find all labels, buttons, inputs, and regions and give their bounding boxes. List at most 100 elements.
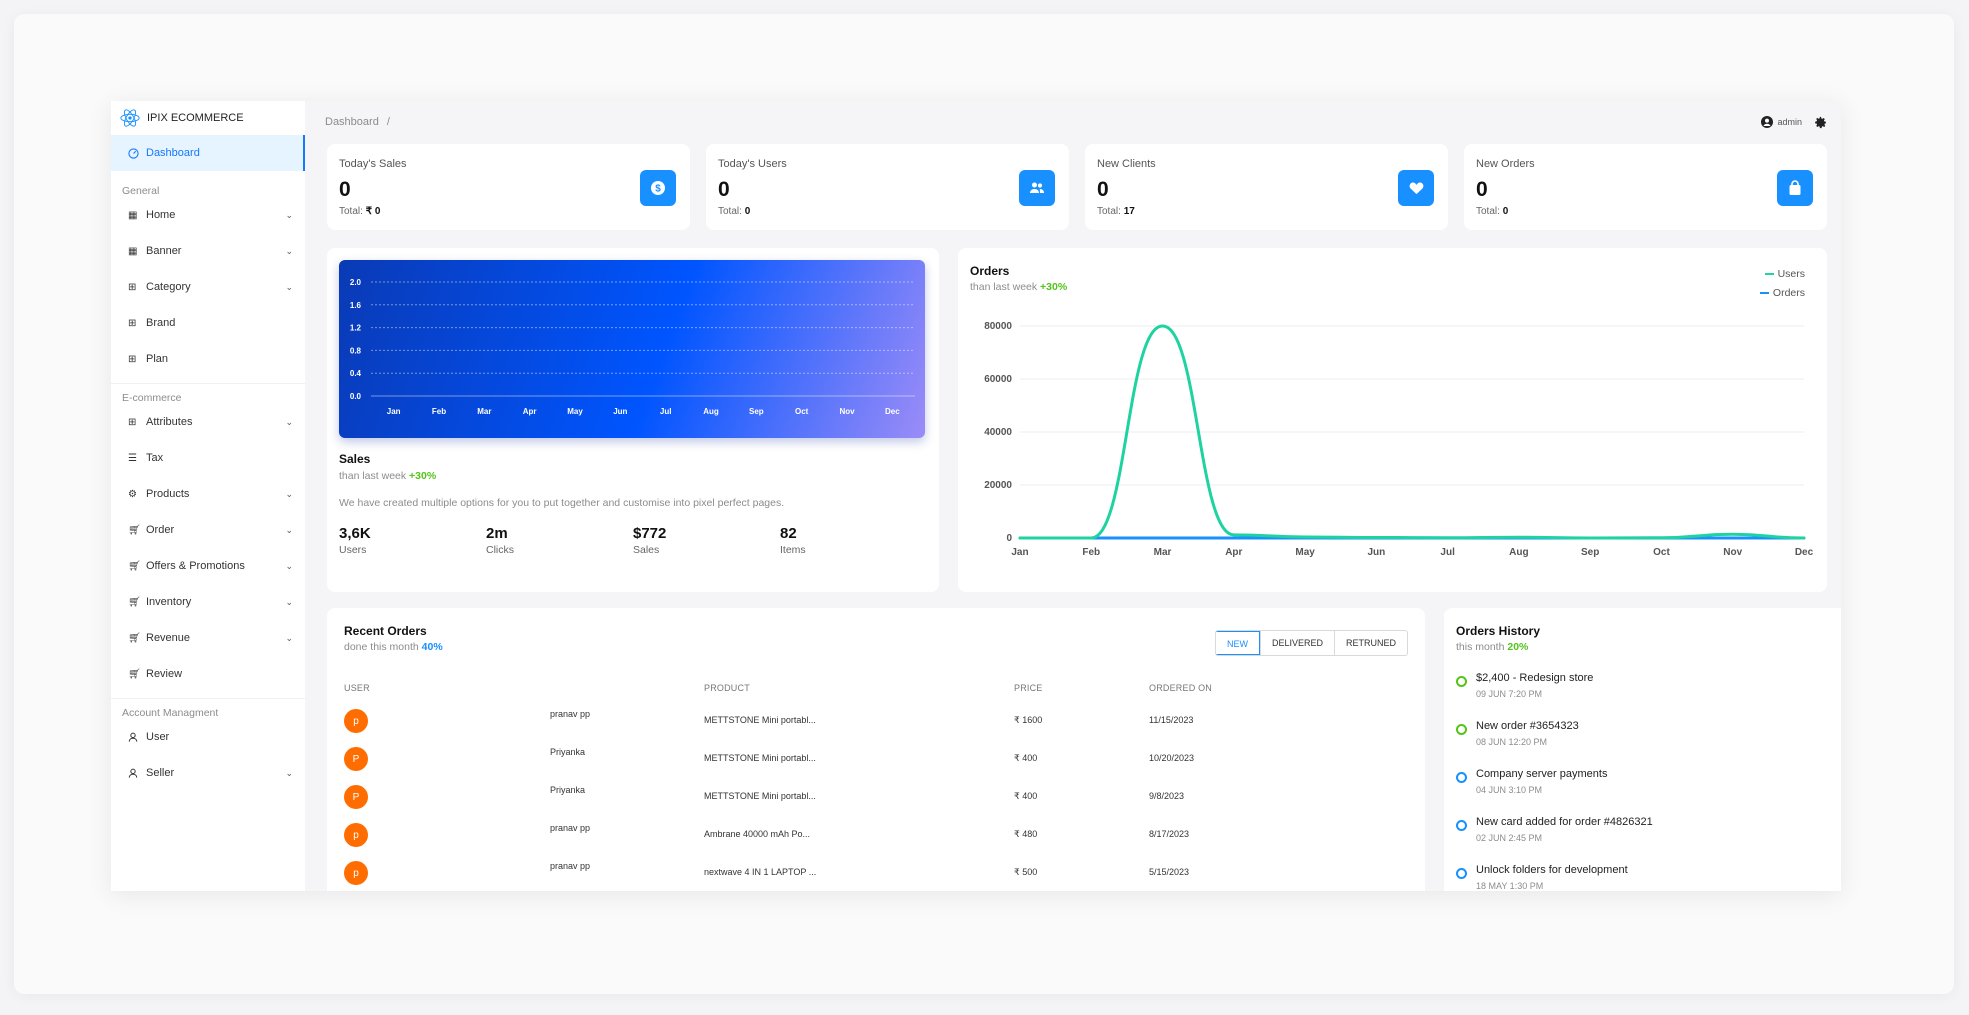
table-row[interactable]: p pranav pp nextwave 4 IN 1 LAPTOP ... ₹…	[327, 855, 1425, 891]
column-header-price[interactable]: PRICE	[1014, 683, 1043, 693]
status-dot-icon	[1456, 820, 1467, 831]
x-tick-label: Jul	[1440, 547, 1455, 558]
cell-product: METTSTONE Mini portabl...	[704, 753, 816, 763]
sidebar-item-revenue[interactable]: 🛒︎ Revenue ⌄	[111, 620, 305, 656]
y-tick-label: 20000	[984, 480, 1012, 491]
sidebar-item-tax[interactable]: ☰ Tax	[111, 440, 305, 476]
recent-orders-title: Recent Orders	[344, 624, 427, 638]
stat-label: Today's Sales	[339, 158, 407, 170]
sidebar-item-dashboard[interactable]: Dashboard	[111, 135, 305, 171]
gear-icon[interactable]	[1814, 116, 1827, 129]
metric-label: Items	[780, 544, 806, 556]
column-header-ordered-on[interactable]: ORDERED ON	[1149, 683, 1213, 693]
sales-subtitle: than last week +30%	[339, 470, 437, 482]
series-line-users	[1018, 324, 1806, 540]
cart-icon: 🛒︎	[128, 596, 141, 608]
sidebar-item-label: Attributes	[146, 416, 193, 428]
sidebar-item-label: Brand	[146, 317, 176, 329]
tab-new[interactable]: NEW	[1215, 631, 1260, 655]
avatar: p	[344, 861, 368, 885]
sidebar-item-home[interactable]: ▦ Home ⌄	[111, 197, 305, 233]
y-tick-label: 80000	[984, 321, 1012, 332]
y-tick-label: 2.0	[350, 278, 362, 287]
sidebar-item-inventory[interactable]: 🛒︎ Inventory ⌄	[111, 584, 305, 620]
tab-returned[interactable]: RETRUNED	[1333, 631, 1407, 655]
sidebar-item-order[interactable]: 🛒︎ Order ⌄	[111, 512, 305, 548]
cell-price: ₹ 400	[1014, 753, 1038, 763]
breadcrumb-item-dashboard[interactable]: Dashboard	[325, 116, 379, 128]
breadcrumb: Dashboard /	[325, 116, 390, 128]
orders-chart-title: Orders	[970, 264, 1010, 278]
timeline-title: New card added for order #4826321	[1476, 816, 1653, 828]
cell-price: ₹ 500	[1014, 867, 1038, 877]
sidebar-item-label: Tax	[146, 452, 164, 464]
header-actions: admin	[1761, 116, 1827, 129]
chevron-down-icon: ⌄	[285, 560, 293, 571]
column-header-product[interactable]: PRODUCT	[704, 683, 750, 693]
stat-label: New Orders	[1476, 158, 1535, 170]
x-tick-label: Nov	[1723, 547, 1742, 558]
cell-date: 10/20/2023	[1149, 753, 1195, 763]
sidebar-item-attributes[interactable]: ⊞ Attributes ⌄	[111, 404, 305, 440]
stat-total: Total: 17	[1097, 206, 1135, 217]
legend-item-orders[interactable]: Orders	[1759, 283, 1805, 302]
table-row[interactable]: p pranav pp Ambrane 40000 mAh Po... ₹ 48…	[327, 817, 1425, 855]
sidebar-item-label: Review	[146, 668, 183, 680]
line-chart-canvas: 80000 60000 40000 20000 0 Jan Feb Mar Apr May Jun J…	[984, 321, 1813, 558]
x-tick-label: Nov	[839, 407, 855, 416]
timeline-item: New card added for order #4826321 02 JUN…	[1456, 816, 1841, 860]
sidebar-item-offers[interactable]: 🛒︎ Offers & Promotions ⌄	[111, 548, 305, 584]
sidebar-item-review[interactable]: 🛒︎ Review	[111, 656, 305, 692]
sidebar-item-category[interactable]: ⊞ Category ⌄	[111, 269, 305, 305]
settings-icon: ⚙	[128, 488, 137, 500]
timeline-date: 04 JUN 3:10 PM	[1476, 785, 1543, 795]
sidebar-item-products[interactable]: ⚙ Products ⌄	[111, 476, 305, 512]
timeline-date: 09 JUN 7:20 PM	[1476, 689, 1543, 699]
cart-icon: 🛒︎	[128, 668, 141, 680]
y-tick-label: 0.8	[350, 346, 362, 355]
brand[interactable]: IPIX ECOMMERCE	[111, 101, 305, 135]
stat-total: Total: 0	[1476, 206, 1509, 217]
cell-product: nextwave 4 IN 1 LAPTOP ...	[704, 867, 817, 877]
legend-item-users[interactable]: Users	[1760, 264, 1805, 283]
list-icon: ☰	[128, 452, 137, 464]
cart-icon: 🛒︎	[128, 560, 141, 572]
y-tick-label: 60000	[984, 374, 1012, 385]
cell-date: 8/17/2023	[1149, 829, 1190, 839]
timeline-date: 18 MAY 1:30 PM	[1476, 881, 1544, 891]
sidebar-item-plan[interactable]: ⊞ Plan	[111, 341, 305, 377]
sidebar-item-label: Home	[146, 209, 176, 221]
nav-group-account: Account Managment	[122, 707, 219, 719]
orders-history-subtitle: this month 20%	[1456, 641, 1529, 653]
status-dot-icon	[1456, 724, 1467, 735]
divider	[111, 383, 305, 384]
sidebar-item-user[interactable]: User	[111, 719, 305, 755]
cell-date: 11/15/2023	[1149, 715, 1194, 725]
table-row[interactable]: P Priyanka METTSTONE Mini portabl... ₹ 4…	[327, 741, 1425, 779]
user-menu[interactable]: admin	[1761, 116, 1802, 128]
stat-value: 0	[718, 178, 730, 201]
dollar-circle-icon: $	[640, 170, 676, 206]
table-row[interactable]: p pranav pp METTSTONE Mini portabl... ₹ …	[327, 703, 1425, 741]
column-header-user[interactable]: USER	[344, 683, 370, 693]
table-row[interactable]: P Priyanka METTSTONE Mini portabl... ₹ 4…	[327, 779, 1425, 817]
cell-user: pranav pp	[550, 823, 591, 833]
sidebar-item-brand[interactable]: ⊞ Brand	[111, 305, 305, 341]
cell-price: ₹ 1600	[1014, 715, 1043, 725]
table-icon: ▦	[128, 209, 138, 221]
status-dot-icon	[1456, 676, 1467, 687]
shopping-bag-icon	[1777, 170, 1813, 206]
orders-history-card: Orders History this month 20% $2,400 - R…	[1444, 608, 1841, 891]
appstore-icon: ⊞	[128, 416, 137, 428]
tab-delivered[interactable]: DELIVERED	[1259, 631, 1334, 655]
recent-orders-subtitle: done this month 40%	[344, 641, 443, 653]
stat-card-users: Today's Users 0 Total: 0	[706, 144, 1069, 230]
sidebar-item-banner[interactable]: ▦ Banner ⌄	[111, 233, 305, 269]
stat-total: Total: 0	[718, 206, 751, 217]
recent-orders-card: Recent Orders done this month 40% NEW DE…	[327, 608, 1425, 891]
x-tick-label: May	[1295, 547, 1315, 558]
sidebar-item-seller[interactable]: Seller ⌄	[111, 755, 305, 791]
sidebar: IPIX ECOMMERCE Dashboard General ▦ Home …	[111, 101, 305, 891]
x-tick-label: Apr	[1225, 547, 1242, 558]
timeline-item: Company server payments 04 JUN 3:10 PM	[1456, 768, 1841, 812]
